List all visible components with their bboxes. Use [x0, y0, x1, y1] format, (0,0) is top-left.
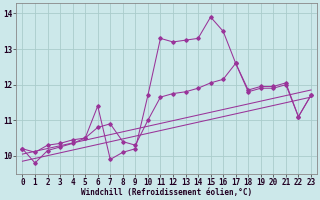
X-axis label: Windchill (Refroidissement éolien,°C): Windchill (Refroidissement éolien,°C) — [81, 188, 252, 197]
